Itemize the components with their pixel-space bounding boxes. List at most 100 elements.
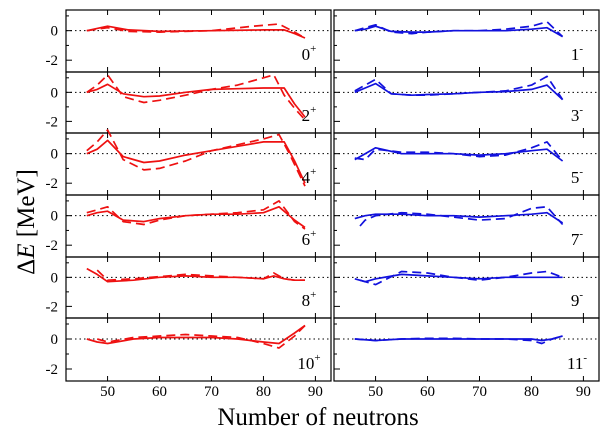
panel-10plus: 10+ bbox=[65, 317, 332, 382]
x-tick-label: 50 bbox=[100, 384, 115, 400]
panel-0plus: 0+ bbox=[65, 9, 332, 73]
panel-label-spin: 9 bbox=[571, 291, 580, 310]
x-tick-label: 70 bbox=[472, 384, 487, 400]
y-tick-label: 0 bbox=[51, 209, 59, 225]
panel-label-parity: - bbox=[579, 228, 583, 240]
y-axis-label-variable: E bbox=[13, 243, 40, 259]
x-tick-label: 60 bbox=[152, 384, 167, 400]
panel-label-parity: - bbox=[583, 352, 587, 364]
series-line-dashed bbox=[354, 141, 564, 162]
panel-7minus: 7- bbox=[333, 194, 600, 258]
panel-label-parity: + bbox=[310, 289, 316, 301]
panel-label: 1- bbox=[571, 43, 584, 64]
panel-label: 2+ bbox=[302, 104, 317, 125]
series-line-solid bbox=[354, 273, 563, 283]
panel-frame bbox=[333, 9, 600, 73]
y-tick-label: -2 bbox=[46, 238, 59, 254]
panel-label-parity: + bbox=[310, 228, 316, 240]
series-line-solid bbox=[354, 82, 564, 101]
panel-frame bbox=[65, 317, 332, 382]
x-axis-label: Number of neutrons bbox=[217, 404, 418, 431]
y-tick-label: -2 bbox=[46, 362, 59, 378]
panel-label: 7- bbox=[571, 228, 584, 249]
panel-label-spin: 2 bbox=[302, 106, 311, 125]
panel-label: 10+ bbox=[297, 352, 320, 373]
x-tick-label: 90 bbox=[308, 384, 323, 400]
panel-label-spin: 5 bbox=[571, 168, 580, 187]
panel-9minus: 9- bbox=[333, 256, 600, 319]
panel-1minus: 1- bbox=[333, 9, 600, 73]
series-line-solid bbox=[86, 83, 306, 118]
panel-label-spin: 4 bbox=[302, 168, 311, 187]
x-tick-label: 90 bbox=[576, 384, 591, 400]
panel-2plus: 2+ bbox=[65, 71, 332, 134]
panel-label: 8+ bbox=[302, 289, 317, 310]
panel-label-parity: + bbox=[310, 166, 316, 178]
series-line-dashed bbox=[359, 270, 563, 286]
x-tick-label: 50 bbox=[368, 384, 383, 400]
y-axis-label: ΔE [MeV] bbox=[13, 169, 40, 275]
y-tick-label: -2 bbox=[46, 114, 59, 130]
panel-5minus: 5- bbox=[333, 132, 600, 196]
panel-frame bbox=[333, 317, 600, 382]
panel-label: 4+ bbox=[302, 166, 317, 187]
series-line-solid bbox=[86, 324, 306, 345]
x-tick-label: 70 bbox=[204, 384, 219, 400]
series-line-solid bbox=[354, 335, 563, 342]
y-tick-label: 0 bbox=[51, 270, 59, 286]
y-tick-label: 0 bbox=[51, 332, 59, 348]
series-line-dashed bbox=[86, 74, 306, 121]
panel-8plus: 8+ bbox=[65, 256, 332, 319]
series-line-dashed bbox=[359, 205, 564, 227]
panel-label: 9- bbox=[571, 289, 584, 310]
panel-label-parity: + bbox=[310, 104, 316, 116]
panel-6plus: 6+ bbox=[65, 194, 332, 258]
series-line-solid bbox=[86, 205, 306, 229]
panel-label-parity: + bbox=[310, 43, 316, 55]
panel-label-spin: 3 bbox=[571, 106, 580, 125]
panel-label-parity: + bbox=[314, 352, 320, 364]
panel-label-spin: 7 bbox=[571, 230, 580, 249]
y-tick-label: 0 bbox=[51, 85, 59, 101]
panel-label-spin: 0 bbox=[302, 45, 311, 64]
y-axis-label-unit: [MeV] bbox=[13, 169, 40, 243]
panel-frame bbox=[333, 194, 600, 258]
panel-label: 6+ bbox=[302, 228, 317, 249]
panel-label-parity: - bbox=[579, 43, 583, 55]
series-line-dashed bbox=[86, 200, 306, 230]
y-tick-label: 0 bbox=[51, 24, 59, 40]
y-axis-label-symbol: Δ bbox=[13, 259, 40, 275]
series-line-dashed bbox=[354, 20, 564, 38]
series-line-dashed bbox=[96, 269, 305, 282]
y-tick-label: -2 bbox=[46, 53, 59, 69]
panel-label: 0+ bbox=[302, 43, 317, 64]
y-tick-label: -2 bbox=[46, 176, 59, 192]
series-line-solid bbox=[354, 211, 564, 224]
panel-label-spin: 1 bbox=[571, 45, 580, 64]
panel-label-parity: - bbox=[579, 104, 583, 116]
panel-frame bbox=[65, 71, 332, 134]
y-tick-label: -2 bbox=[46, 299, 59, 315]
panel-3minus: 3- bbox=[333, 71, 600, 134]
series-line-dashed bbox=[354, 75, 564, 101]
panel-label-spin: 6 bbox=[302, 230, 311, 249]
panel-4plus: 4+ bbox=[65, 129, 332, 196]
panel-frame bbox=[65, 9, 332, 73]
y-tick-label: 0 bbox=[51, 147, 59, 163]
panel-label-spin: 11 bbox=[567, 354, 583, 373]
panel-frame bbox=[333, 132, 600, 196]
panel-frame bbox=[65, 256, 332, 319]
series-line-solid bbox=[86, 139, 306, 184]
panel-11minus: 11- bbox=[333, 317, 600, 382]
x-tick-label: 80 bbox=[256, 384, 271, 400]
panel-frame bbox=[65, 194, 332, 258]
panel-frame bbox=[333, 256, 600, 319]
panel-label-spin: 8 bbox=[302, 291, 311, 310]
series-line-solid bbox=[86, 267, 305, 283]
series-line-dashed bbox=[96, 324, 306, 349]
series-line-dashed bbox=[86, 23, 306, 39]
panel-label-parity: - bbox=[579, 289, 583, 301]
panel-label: 3- bbox=[571, 104, 584, 125]
series-line-solid bbox=[86, 25, 306, 39]
